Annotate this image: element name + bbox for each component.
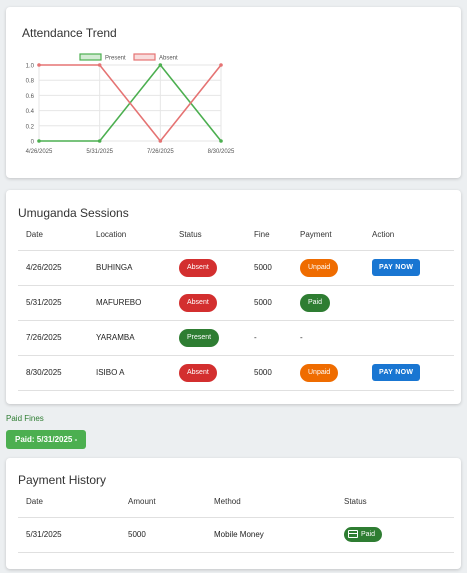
legend-swatch <box>79 53 102 61</box>
row-location: ISIBO A <box>88 355 171 391</box>
row-action <box>364 285 454 321</box>
payment-badge: Unpaid <box>300 258 339 277</box>
col-status: Status <box>171 220 246 251</box>
legend-label: Absent <box>159 56 178 62</box>
col-amount: Amount <box>120 487 206 518</box>
attendance-chart: 1.0 0.8 0.6 0.4 0.2 0 4/26/2025 5/31/2025 7/26/2… <box>26 53 235 155</box>
credit-card-icon <box>348 530 358 539</box>
row-location: YARAMBA <box>88 320 171 356</box>
y-tick-label: 0 <box>31 140 35 146</box>
y-tick-label: 0.4 <box>26 109 35 115</box>
y-tick-label: 1.0 <box>26 64 35 70</box>
status-badge: Paid <box>344 527 383 542</box>
sessions-title: Umuganda Sessions <box>18 206 129 220</box>
row-date: 5/31/2025 <box>18 285 88 321</box>
table-row: 7/26/2025 YARAMBA Present - - <box>18 320 454 356</box>
data-point <box>219 63 223 67</box>
x-tick-label: 5/31/2025 <box>86 149 113 155</box>
col-status: Status <box>336 487 454 518</box>
table-row: 8/30/2025 ISIBO A Absent 5000 Unpaid PAY… <box>18 355 454 391</box>
history-header-row: Date Amount Method Status <box>18 487 454 518</box>
row-date: 5/31/2025 <box>18 517 120 553</box>
col-fine: Fine <box>246 220 292 251</box>
data-point <box>37 63 41 67</box>
x-tick-label: 7/26/2025 <box>147 149 174 155</box>
row-location: BUHINGA <box>88 250 171 286</box>
row-date: 4/26/2025 <box>18 250 88 286</box>
col-location: Location <box>88 220 171 251</box>
x-tick-label: 8/30/2025 <box>208 149 235 155</box>
x-tick-label: 4/26/2025 <box>26 149 53 155</box>
row-action <box>364 320 454 356</box>
data-point <box>97 139 102 143</box>
data-point <box>158 63 163 67</box>
row-date: 7/26/2025 <box>18 320 88 356</box>
sessions-header-row: Date Location Status Fine Payment Action <box>18 220 454 251</box>
history-table: Date Amount Method Status 5/31/2025 5000… <box>18 487 454 553</box>
col-method: Method <box>206 487 336 518</box>
row-amount: 5000 <box>120 517 206 553</box>
umuganda-sessions-card: Umuganda Sessions Date Location Status F… <box>6 190 461 404</box>
row-fine: - <box>246 320 292 356</box>
data-point <box>158 139 163 143</box>
pay-now-button[interactable]: PAY NOW <box>372 364 421 381</box>
row-fine: 5000 <box>246 355 292 391</box>
row-date: 8/30/2025 <box>18 355 88 391</box>
payment-badge: Paid <box>300 293 331 312</box>
table-row: 5/31/2025 5000 Mobile Money Paid <box>18 517 454 553</box>
table-row: 4/26/2025 BUHINGA Absent 5000 Unpaid PAY… <box>18 250 454 286</box>
row-location: MAFUREBO <box>88 285 171 321</box>
row-payment: - <box>292 320 364 356</box>
attendance-trend-card: Attendance Trend 1.0 0.8 0.6 0.4 0.2 0 4/26/20… <box>6 7 461 178</box>
status-label: Paid <box>361 530 376 538</box>
y-tick-label: 0.6 <box>26 94 35 100</box>
col-payment: Payment <box>292 220 364 251</box>
status-badge: Absent <box>179 258 217 277</box>
table-row: 5/31/2025 MAFUREBO Absent 5000 Paid <box>18 285 454 321</box>
data-point <box>37 139 41 143</box>
status-badge: Present <box>179 328 220 347</box>
status-badge: Absent <box>179 363 217 382</box>
status-badge: Absent <box>179 293 217 312</box>
row-fine: 5000 <box>246 285 292 321</box>
data-point <box>219 139 223 143</box>
sessions-table: Date Location Status Fine Payment Action… <box>18 220 454 391</box>
legend-label: Present <box>105 56 126 62</box>
y-tick-label: 0.2 <box>26 124 35 130</box>
paid-fines-label: Paid Fines <box>6 414 44 423</box>
pay-now-button[interactable]: PAY NOW <box>372 259 421 276</box>
paid-fines-chip: Paid: 5/31/2025 - <box>6 430 87 449</box>
series-line-absent <box>39 64 222 143</box>
col-date: Date <box>18 220 88 251</box>
row-fine: 5000 <box>246 250 292 286</box>
history-title: Payment History <box>18 473 107 487</box>
data-point <box>97 63 102 67</box>
row-method: Mobile Money <box>206 517 336 553</box>
y-tick-label: 0.8 <box>26 79 35 85</box>
payment-history-card: Payment History Date Amount Method Statu… <box>6 458 461 569</box>
legend-swatch <box>133 53 156 61</box>
chart-title: Attendance Trend <box>22 26 117 40</box>
col-date: Date <box>18 487 120 518</box>
col-action: Action <box>364 220 454 251</box>
payment-badge: Unpaid <box>300 363 339 382</box>
